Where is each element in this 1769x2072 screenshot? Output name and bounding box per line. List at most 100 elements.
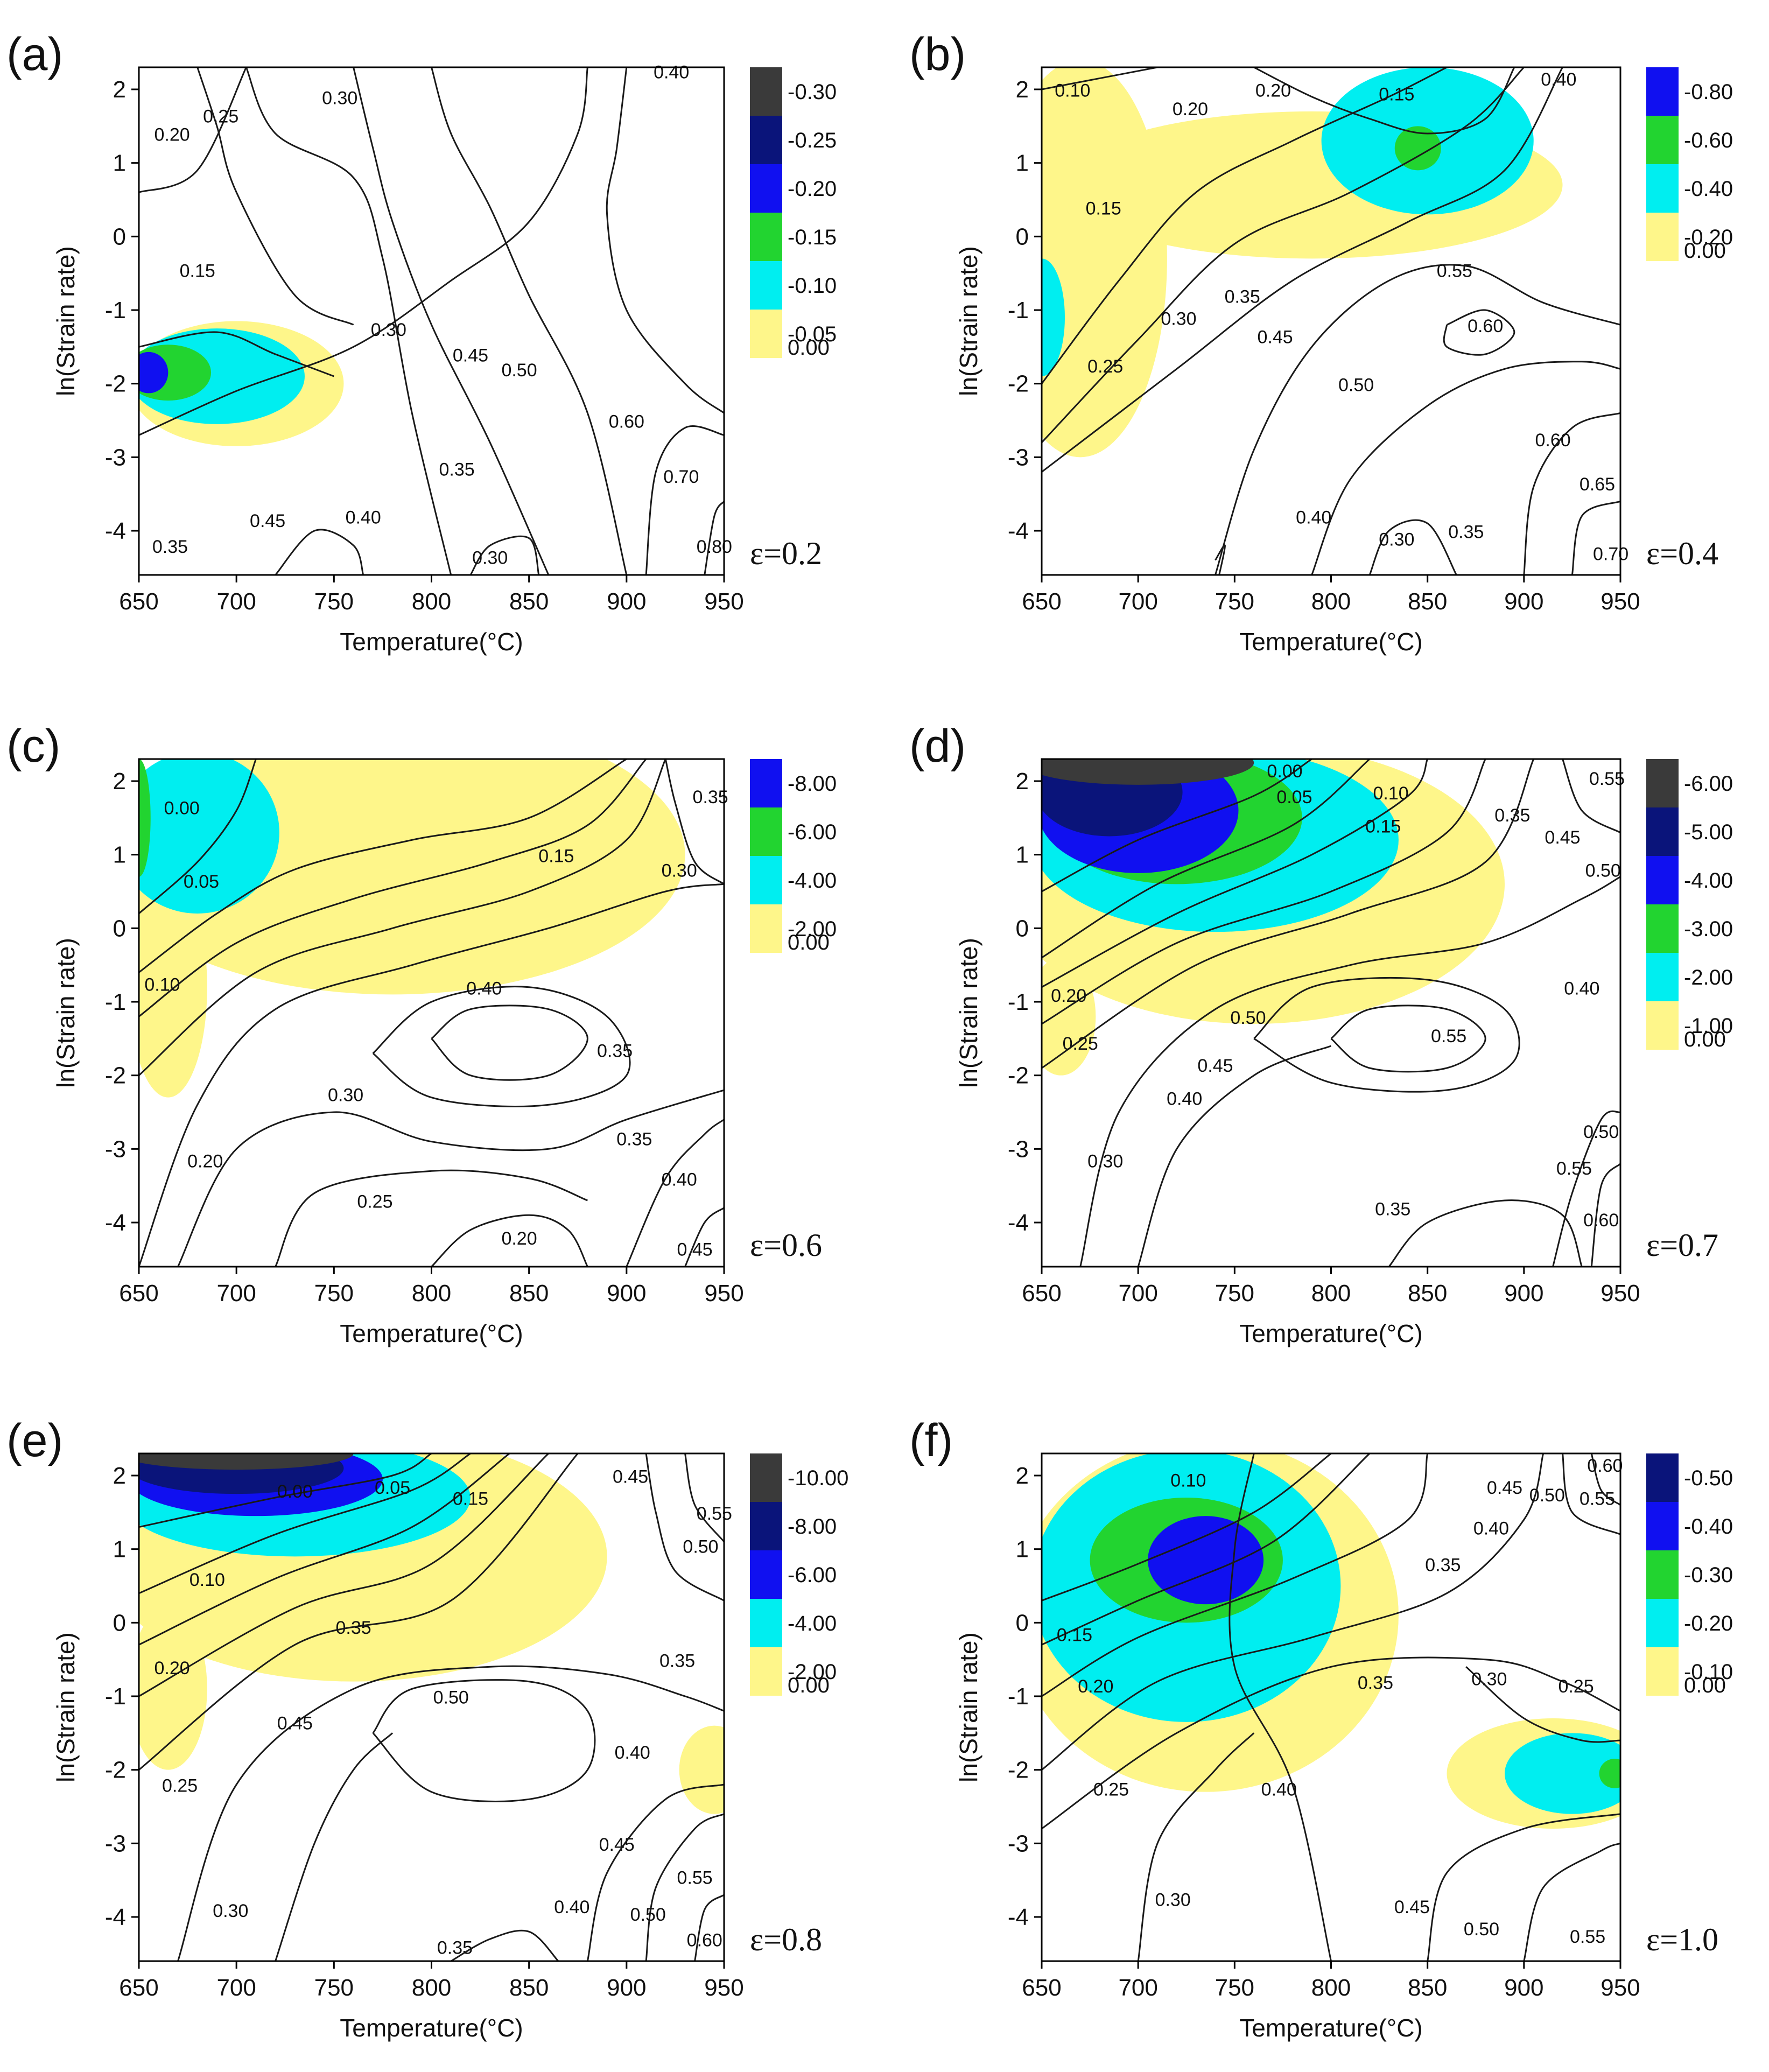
contour-line <box>1215 544 1226 575</box>
contour-label: 0.50 <box>683 1537 718 1557</box>
contour-label: 0.60 <box>1587 1456 1623 1476</box>
contour-line <box>431 1005 588 1081</box>
x-tick-label: 850 <box>1408 588 1447 615</box>
x-tick-label: 850 <box>509 1280 549 1307</box>
contour-label: 0.45 <box>1545 827 1580 848</box>
y-tick-label: -4 <box>1008 1210 1029 1236</box>
legend-swatch-green <box>1646 904 1679 953</box>
contour-label: 0.35 <box>1375 1199 1410 1219</box>
contour-label: 0.15 <box>1086 198 1121 219</box>
region-gray <box>139 1453 354 1470</box>
contour-line <box>694 1894 724 1961</box>
contour-line <box>1368 519 1457 575</box>
contour-label: 0.35 <box>1448 522 1484 543</box>
contour-label: 0.25 <box>162 1776 198 1796</box>
contour-label: 0.00 <box>1267 761 1302 782</box>
contour-line <box>1042 759 1371 959</box>
legend-level: 0.00 <box>1684 1028 1726 1051</box>
contour-label: 0.30 <box>1155 1890 1191 1911</box>
x-tick-label: 950 <box>704 588 743 615</box>
contour-label: 0.50 <box>1585 861 1621 881</box>
panel-label: (b) <box>909 29 966 80</box>
strain-label: ε=0.7 <box>1646 1227 1718 1263</box>
contour-label: 0.35 <box>439 460 475 480</box>
y-tick-label: 0 <box>113 1610 126 1636</box>
color-legend: -8.00 -6.00 -4.00 -2.000.00 <box>750 759 837 954</box>
y-tick-label: 0 <box>113 223 126 250</box>
contour-line <box>1562 759 1620 834</box>
contour-line <box>1042 1453 1545 1771</box>
contour-line <box>1042 1453 1332 1602</box>
legend-swatch-blue <box>750 164 782 213</box>
legend-swatch-cyan <box>1646 1599 1679 1647</box>
contour-line <box>1215 264 1620 575</box>
panel-a: 0.20 0.25 0.30 0.40 0.15 0.30 0.45 0.50 0.60 0.70… <box>6 29 837 656</box>
y-tick-label: 1 <box>1016 1536 1029 1563</box>
y-tick-label: 2 <box>1016 76 1029 103</box>
y-tick-label: -4 <box>105 518 126 544</box>
x-axis-label: Temperature(°C) <box>340 628 523 656</box>
legend-swatch-yellow <box>750 1647 782 1696</box>
contour-labels: 0.10 0.20 0.20 0.15 0.40 0.15 0.55 0.35 0.30 0.45… <box>1055 69 1628 565</box>
contour-line <box>664 759 724 885</box>
contour-labels: 0.00 0.05 0.15 0.45 0.55 0.50 0.10 0.35 0.20 0.35… <box>155 1467 732 1958</box>
x-tick-label: 750 <box>1215 1975 1254 2001</box>
contour-line <box>1042 759 1312 893</box>
y-axis-label: ln(Strain rate) <box>52 938 80 1088</box>
contour-line <box>139 759 627 973</box>
x-tick-label: 950 <box>704 1280 743 1307</box>
contour-line <box>139 67 588 436</box>
legend-level: -2.00 <box>788 1660 837 1684</box>
y-axis-label: ln(Strain rate) <box>52 1632 80 1782</box>
y-tick-label: -2 <box>1008 1063 1029 1089</box>
contour-label: 0.15 <box>538 846 574 866</box>
legend-swatch-yellow <box>1646 1647 1679 1696</box>
contour-label: 0.50 <box>433 1688 469 1708</box>
x-axis-label: Temperature(°C) <box>1239 2014 1423 2042</box>
y-tick-label: 1 <box>113 150 126 177</box>
legend-level: -4.00 <box>1684 869 1733 893</box>
contour-line <box>431 1214 588 1267</box>
x-tick-label: 750 <box>1215 1280 1254 1307</box>
y-tick-label: 2 <box>113 768 126 795</box>
contour-label: 0.35 <box>1494 805 1530 826</box>
x-tick-label: 850 <box>1408 1280 1447 1307</box>
contour-label: 0.45 <box>613 1467 648 1487</box>
legend-swatch-navy <box>1646 807 1679 856</box>
contour-line <box>196 67 354 326</box>
x-axis-label: Temperature(°C) <box>340 1319 523 1347</box>
contour-label: 0.25 <box>203 107 238 127</box>
contour-label: 0.70 <box>1593 544 1628 565</box>
strain-label: ε=1.0 <box>1646 1922 1718 1957</box>
contour-label: 0.40 <box>346 507 381 528</box>
contour-label: 0.10 <box>1055 81 1090 101</box>
y-tick-label: 2 <box>1016 768 1029 795</box>
y-tick-label: -1 <box>1008 297 1029 324</box>
legend-level: -0.20 <box>1684 1612 1733 1635</box>
y-tick-label: -4 <box>105 1210 126 1236</box>
contour-line <box>1590 1453 1620 1506</box>
legend-level: -0.40 <box>1684 1515 1733 1539</box>
x-tick-label: 800 <box>412 588 451 615</box>
contour-line <box>1311 361 1620 575</box>
x-tick-label: 900 <box>1504 1975 1543 2001</box>
y-tick-label: 2 <box>113 76 126 103</box>
x-tick-label: 650 <box>1022 1280 1061 1307</box>
region-yellow <box>679 1725 724 1814</box>
x-tick-label: 750 <box>314 1975 354 2001</box>
y-tick-label: -4 <box>1008 518 1029 544</box>
contour-line <box>1465 1666 1620 1743</box>
contour-label: 0.35 <box>1358 1673 1393 1693</box>
contour-line <box>1443 309 1515 356</box>
legend-level: -8.00 <box>788 772 837 796</box>
contour-line <box>1253 977 1520 1093</box>
region-cyan <box>139 759 279 914</box>
legend-swatch-green <box>750 213 782 261</box>
contour-line <box>1042 67 1525 444</box>
contour-label: 0.50 <box>1230 1008 1266 1028</box>
contour-label: 0.40 <box>1473 1518 1509 1539</box>
legend-level: -3.00 <box>1684 917 1733 941</box>
contour-label: 0.55 <box>697 1504 732 1524</box>
legend-swatch-green <box>1646 1550 1679 1599</box>
